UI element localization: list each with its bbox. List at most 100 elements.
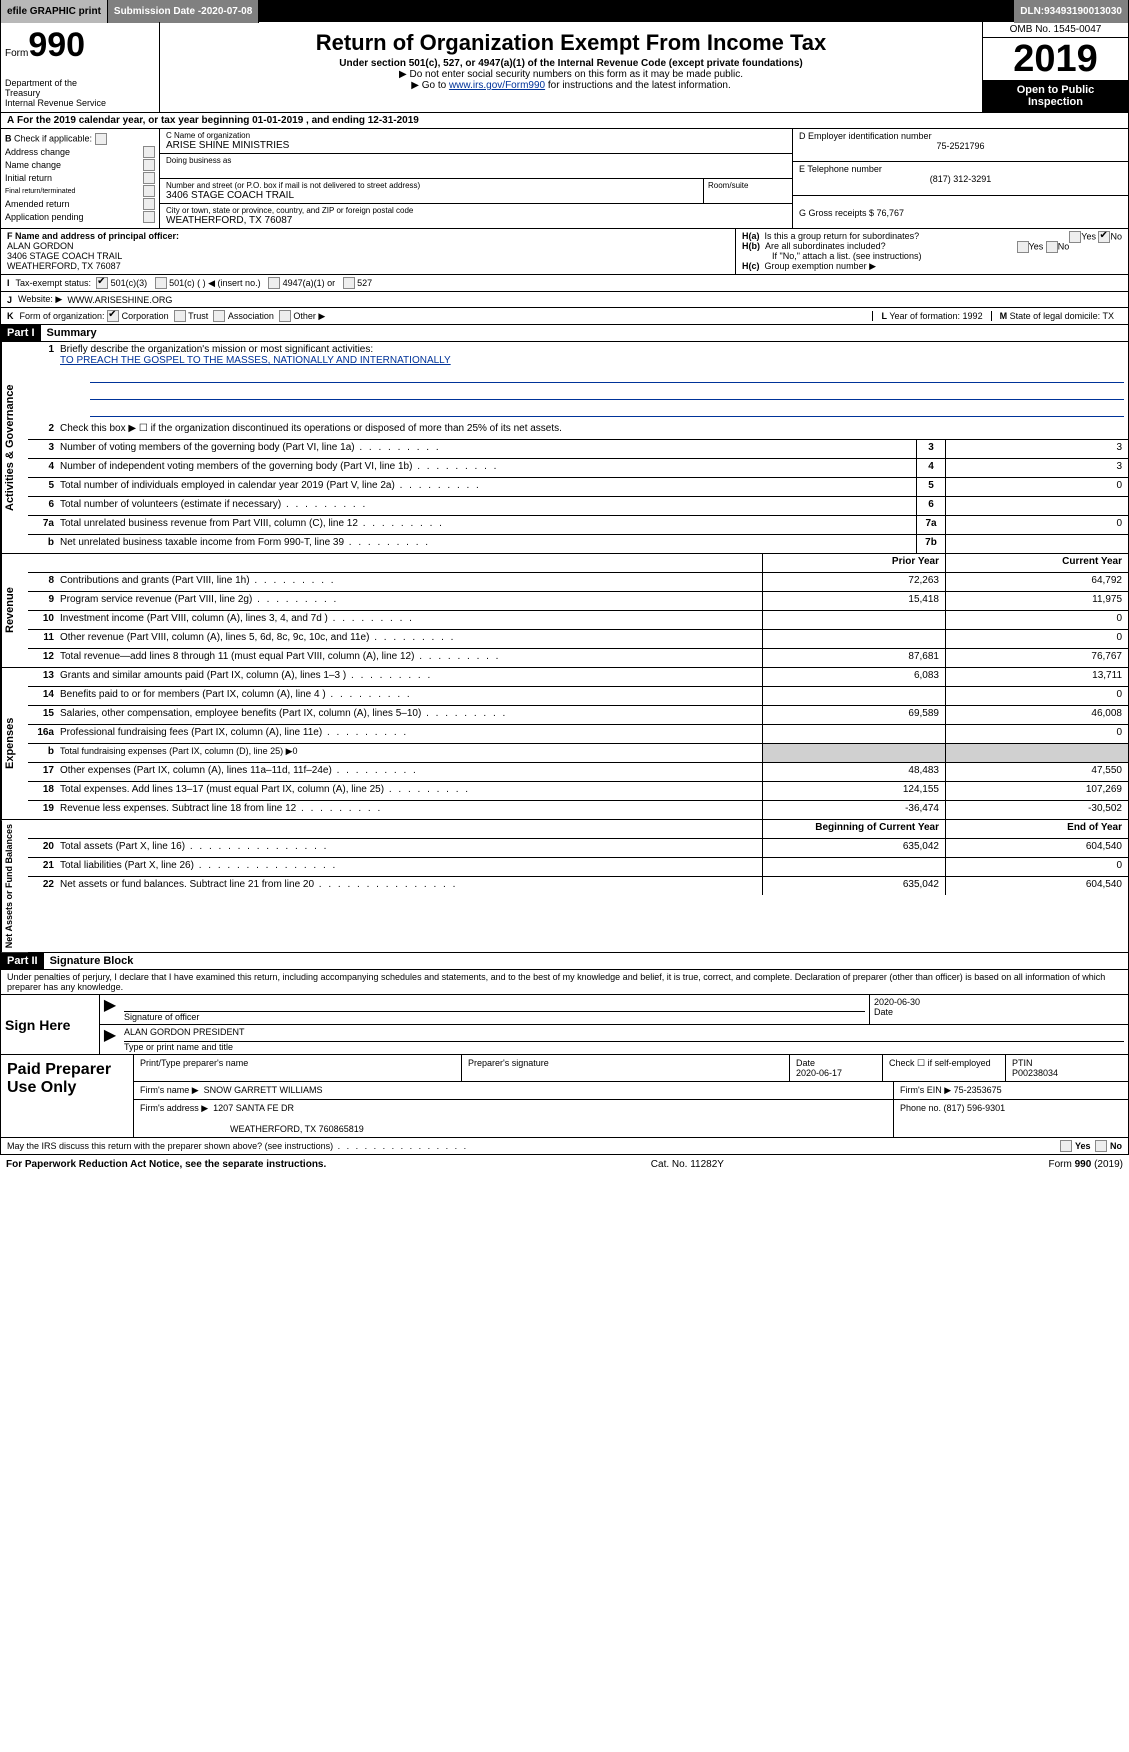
exp-row: 15 Salaries, other compensation, employe… [28,706,1128,725]
org-name-cell: C Name of organization ARISE SHINE MINIS… [160,129,792,154]
form-footer: Form 990 (2019) [1049,1159,1123,1170]
rev-row: 12 Total revenue—add lines 8 through 11 … [28,649,1128,667]
checkbox-icon[interactable] [343,277,355,289]
part2-bar: Part II Signature Block [0,953,1129,970]
mission-text: TO PREACH THE GOSPEL TO THE MASSES, NATI… [60,355,451,366]
net-row: 20 Total assets (Part X, line 16) 635,04… [28,839,1128,858]
prep-row-firm: Firm's name ▶ SNOW GARRETT WILLIAMS Firm… [134,1082,1128,1100]
checkbox-icon[interactable] [143,146,155,158]
gov-row: 3 Number of voting members of the govern… [28,440,1128,459]
part2-label: Part II [1,953,44,969]
chk-pending: Application pending [5,211,155,223]
exp-row: 13 Grants and similar amounts paid (Part… [28,668,1128,687]
check-applicable-icon[interactable] [95,133,107,145]
col-de: D Employer identification number 75-2521… [792,129,1128,228]
goto-line: ▶ Go to www.irs.gov/Form990 for instruct… [166,80,976,91]
sign-here-label: Sign Here [1,995,100,1054]
form-number: Form990 [5,26,155,65]
line-klm: K Form of organization: Corporation Trus… [0,308,1129,325]
checkbox-icon[interactable] [174,310,186,322]
header-right: OMB No. 1545-0047 2019 Open to Public In… [982,22,1128,112]
checkbox-icon[interactable] [1017,241,1029,253]
net-side-label: Net Assets or Fund Balances [1,820,28,952]
sign-row-1: ▶ Signature of officer 2020-06-30 Date [100,995,1128,1025]
gov-row: 5 Total number of individuals employed i… [28,478,1128,497]
blank-line [90,385,1124,400]
chk-amended: Amended return [5,198,155,210]
header-left: Form990 Department of the Treasury Inter… [1,22,160,112]
checkbox-icon[interactable] [1069,231,1081,243]
checkbox-icon[interactable] [268,277,280,289]
exp-section: Expenses 13 Grants and similar amounts p… [0,668,1129,820]
chk-address-change: Address change [5,146,155,158]
net-section: Net Assets or Fund Balances Beginning of… [0,820,1129,953]
checkbox-checked-icon[interactable] [1098,231,1110,243]
net-row: 22 Net assets or fund balances. Subtract… [28,877,1128,895]
exp-row: 16a Professional fundraising fees (Part … [28,725,1128,744]
checkbox-icon[interactable] [213,310,225,322]
gov-row: b Net unrelated business taxable income … [28,535,1128,553]
room-suite: Room/suite [704,179,792,203]
top-bar: efile GRAPHIC print Submission Date - 20… [0,0,1129,22]
net-header-row: Beginning of Current Year End of Year [28,820,1128,839]
discuss-row: May the IRS discuss this return with the… [0,1138,1129,1155]
irs-link[interactable]: www.irs.gov/Form990 [449,80,545,91]
exp-row: 14 Benefits paid to or for members (Part… [28,687,1128,706]
checkbox-icon[interactable] [279,310,291,322]
h-c: H(c) Group exemption number ▶ [742,261,1122,272]
prep-row-1: Print/Type preparer's name Preparer's si… [134,1055,1128,1082]
arrow-icon: ▶ [100,1025,120,1054]
rev-section: Revenue Prior Year Current Year 8 Contri… [0,554,1129,668]
end-year-header: End of Year [945,820,1128,838]
dba-cell: Doing business as [160,154,792,179]
mission-row: 1 Briefly describe the organization's mi… [28,342,1128,421]
open-public: Open to Public Inspection [983,80,1128,112]
part1-title: Summary [41,325,103,341]
page-footer: For Paperwork Reduction Act Notice, see … [0,1155,1129,1174]
sign-block: Sign Here ▶ Signature of officer 2020-06… [0,995,1129,1055]
checkbox-icon[interactable] [143,185,155,197]
current-year-header: Current Year [945,554,1128,572]
line-j: J Website: ▶ WWW.ARISESHINE.ORG [0,292,1129,308]
gov-row: 6 Total number of volunteers (estimate i… [28,497,1128,516]
prep-row-addr: Firm's address ▶ 1207 SANTA FE DRWEATHER… [134,1100,1128,1137]
checkbox-icon[interactable] [1095,1140,1107,1152]
rev-header-row: Prior Year Current Year [28,554,1128,573]
preparer-body: Print/Type preparer's name Preparer's si… [134,1055,1128,1137]
gov-row: 2 Check this box ▶ ☐ if the organization… [28,421,1128,440]
checkbox-icon[interactable] [1046,241,1058,253]
rev-row: 10 Investment income (Part VIII, column … [28,611,1128,630]
header-center: Return of Organization Exempt From Incom… [160,22,982,112]
checkbox-icon[interactable] [1060,1140,1072,1152]
blank-line [90,402,1124,417]
col-b: B Check if applicable: Address change Na… [1,129,160,228]
gov-row: 7a Total unrelated business revenue from… [28,516,1128,535]
form-header: Form990 Department of the Treasury Inter… [0,22,1129,113]
preparer-label: Paid Preparer Use Only [1,1055,134,1137]
checkbox-icon[interactable] [143,159,155,171]
part1-bar: Part I Summary [0,325,1129,342]
checkbox-icon[interactable] [143,211,155,223]
exp-row: b Total fundraising expenses (Part IX, c… [28,744,1128,763]
arrow-icon: ▶ [100,995,120,1024]
ssn-note: ▶ Do not enter social security numbers o… [166,69,976,80]
checkbox-icon[interactable] [143,172,155,184]
officer-name: ALAN GORDON PRESIDENT [124,1027,1124,1042]
checkbox-checked-icon[interactable] [96,277,108,289]
chk-initial: Initial return [5,172,155,184]
topbar-spacer [259,1,1014,21]
rev-side-label: Revenue [1,554,28,667]
form-title: Return of Organization Exempt From Incom… [166,30,976,56]
col-c: C Name of organization ARISE SHINE MINIS… [160,129,792,228]
checkbox-checked-icon[interactable] [107,310,119,322]
net-body: Beginning of Current Year End of Year 20… [28,820,1128,952]
checkbox-icon[interactable] [155,277,167,289]
perjury-text: Under penalties of perjury, I declare th… [0,970,1129,995]
signature-line[interactable] [124,997,865,1012]
checkbox-icon[interactable] [143,198,155,210]
rev-row: 8 Contributions and grants (Part VIII, l… [28,573,1128,592]
dln: DLN: 93493190013030 [1014,0,1128,23]
cat-no: Cat. No. 11282Y [651,1159,724,1170]
submission-date: Submission Date - 2020-07-08 [108,0,259,23]
part2-title: Signature Block [44,953,140,969]
